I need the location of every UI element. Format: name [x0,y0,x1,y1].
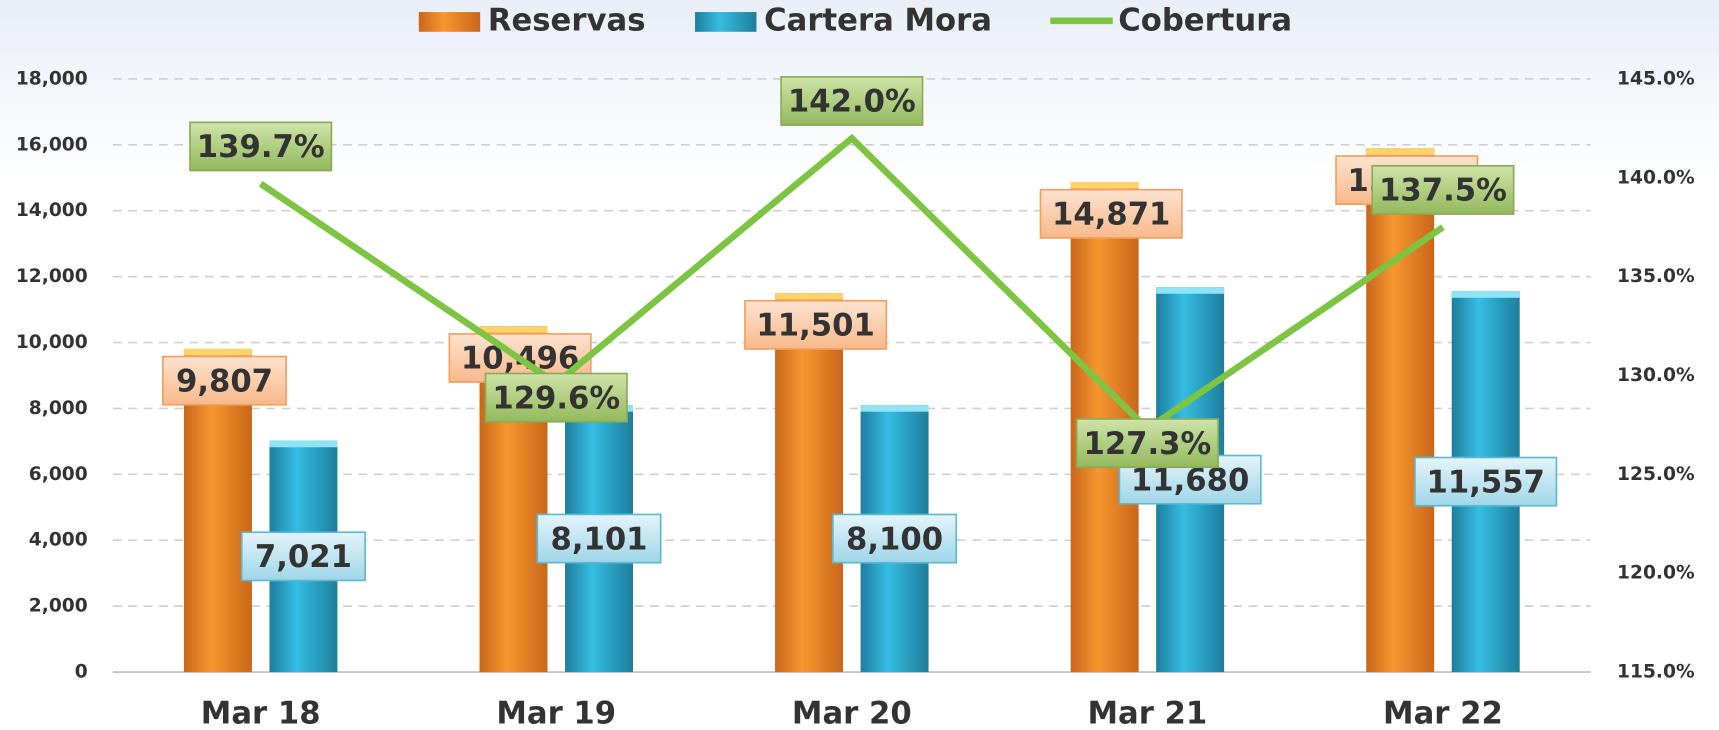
y-tick-label: 6,000 [29,464,88,485]
bar-value-label-box [832,513,958,564]
bar-value-label: 11,501 [756,309,874,344]
bar-value-label: 14,871 [1052,198,1170,233]
y2-tick-label: 140.0% [1617,167,1695,188]
y2-tick-label: 135.0% [1617,266,1695,287]
y2-tick-label: 120.0% [1617,563,1695,584]
legend-swatch [418,12,481,32]
bar-value-label-box [1414,456,1558,507]
bar-value-label-box [536,513,662,564]
x-tick-label: Mar 20 [792,696,912,730]
y-tick-label: 18,000 [16,68,88,89]
bar-cap [1070,182,1139,189]
y-tick-label: 12,000 [16,266,88,287]
legend-label: Cartera Mora [764,3,992,38]
bar-value-label: 8,101 [550,522,647,557]
legend-label: Reservas [488,3,646,38]
bar-value-label-box [240,531,366,582]
bar-value-label-box [744,299,888,350]
bar-value-label-box [1039,188,1183,239]
line-value-label: 142.0% [788,85,916,120]
x-tick-label: Mar 21 [1087,696,1207,730]
line-value-label: 129.6% [492,381,620,416]
line [258,133,1445,434]
bar-cap [1451,291,1520,298]
bar-cap [775,293,844,300]
y-tick-label: 8,000 [29,398,88,419]
legend-swatch [695,12,757,32]
y2-tick-label: 115.0% [1617,662,1695,683]
bar-cap [269,440,338,448]
bar-cap [1156,287,1225,294]
y-tick-label: 4,000 [29,530,88,551]
line-value-label-box [484,372,628,423]
x-tick-label: Mar 19 [496,696,616,730]
y2-tick-label: 125.0% [1617,464,1695,485]
bar-value-label: 9,807 [176,364,273,399]
bar-value-label: 7,021 [255,540,352,575]
line-value-label: 137.5% [1379,174,1507,209]
y-tick-label: 10,000 [16,332,88,353]
bar [775,293,844,673]
bar-cap [183,348,252,356]
y-tick-label: 0 [75,662,88,683]
bar [1366,148,1435,673]
bar-value-label: 8,100 [846,522,943,557]
y-tick-label: 2,000 [29,596,88,617]
y-tick-label: 14,000 [16,200,88,221]
line-value-label: 139.7% [197,130,325,165]
line-value-label-box [1075,418,1219,469]
y2-tick-label: 130.0% [1617,365,1695,386]
line-value-label-box [1371,164,1515,215]
y2-tick-label: 145.0% [1617,68,1695,89]
x-tick-label: Mar 22 [1383,696,1503,730]
line-value-label-box [189,121,333,172]
bar-value-label: 11,557 [1426,465,1544,500]
plot: 0 2,000 4,000 6,000 8,000 10,000 12,000 14,000 1… [16,3,1695,730]
bar-value-label: 11,680 [1131,463,1249,498]
bar-value-label-box [162,355,288,406]
line-value-label: 127.3% [1083,427,1211,462]
x-tick-label: Mar 18 [201,696,321,730]
y-tick-label: 16,000 [16,134,88,155]
legend-label: Cobertura [1118,3,1292,38]
bar-cap [860,405,929,412]
bar-cap [1366,148,1435,155]
bar-cap [479,326,548,333]
line-value-label-box [780,76,924,126]
